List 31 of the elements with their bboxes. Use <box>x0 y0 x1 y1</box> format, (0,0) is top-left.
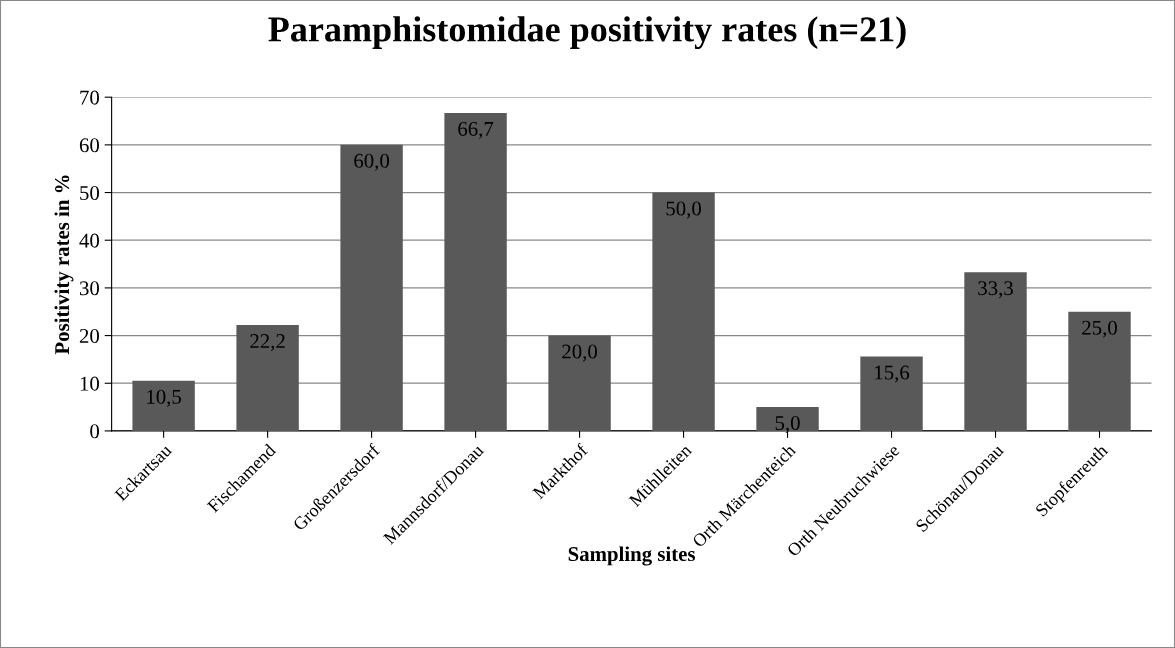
data-label: 66,7 <box>458 121 494 139</box>
bar <box>860 356 923 431</box>
y-tick-label: 50 <box>80 185 100 200</box>
data-label: 15,6 <box>875 365 910 383</box>
data-label: 10,5 <box>147 389 182 407</box>
y-tick-label: 70 <box>80 90 100 105</box>
bar <box>756 407 819 431</box>
data-label: 50,0 <box>666 201 701 219</box>
data-label: 33,3 <box>978 281 1013 299</box>
x-axis-title: Sampling sites <box>568 546 696 566</box>
bar <box>964 272 1027 431</box>
data-label: 60,0 <box>354 153 390 171</box>
bar <box>548 335 611 431</box>
bar <box>652 192 715 431</box>
y-axis-title: Positivity rates in % <box>54 175 74 355</box>
y-tick-label: 60 <box>79 138 100 153</box>
data-label: 20,0 <box>562 344 597 362</box>
data-label: 22,2 <box>250 334 285 352</box>
data-label: 5,0 <box>775 416 800 434</box>
chart-title: Paramphistomidae positivity rates (n=21) <box>268 16 906 50</box>
bar <box>444 112 507 431</box>
y-tick-label: 20 <box>79 328 100 343</box>
bar <box>340 144 403 431</box>
bar <box>1068 311 1131 431</box>
y-tick-label: 30 <box>79 281 100 296</box>
bar <box>132 380 195 431</box>
bar <box>236 325 299 431</box>
y-tick-label: 40 <box>79 233 100 248</box>
y-tick-label: 0 <box>90 424 100 439</box>
data-label: 25,0 <box>1082 320 1117 338</box>
y-tick-label: 10 <box>80 376 100 391</box>
